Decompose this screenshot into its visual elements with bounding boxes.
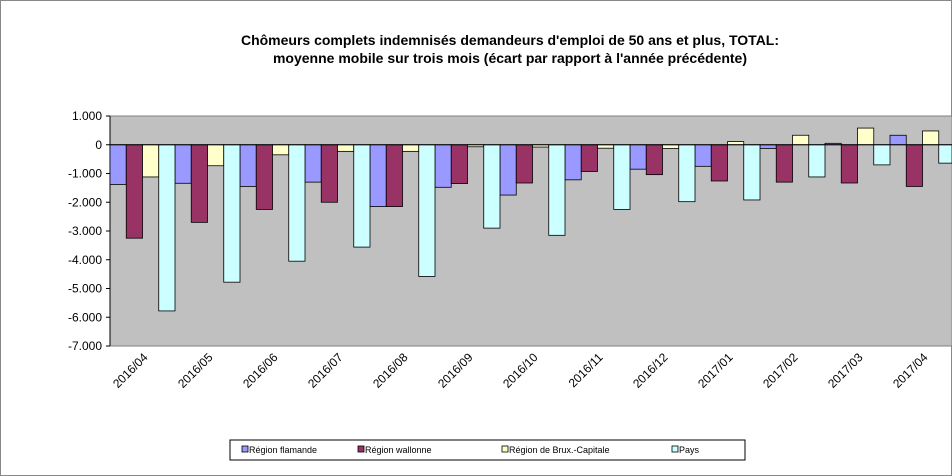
legend-swatch bbox=[241, 445, 249, 453]
y-tick-label: -4.000 bbox=[68, 253, 102, 267]
y-tick-label: 0 bbox=[95, 138, 102, 152]
y-tick-label: 1.000 bbox=[72, 109, 102, 123]
bar bbox=[564, 144, 582, 181]
bar bbox=[840, 144, 858, 184]
bar bbox=[418, 144, 436, 277]
bar bbox=[710, 144, 728, 182]
bar bbox=[857, 127, 875, 146]
legend-label: Pays bbox=[679, 445, 700, 455]
legend-swatch bbox=[357, 445, 365, 453]
bar bbox=[223, 144, 241, 283]
bar bbox=[792, 134, 810, 146]
legend-swatch bbox=[671, 445, 679, 453]
bar bbox=[580, 144, 598, 172]
bar bbox=[694, 144, 712, 167]
y-tick-label: -7.000 bbox=[68, 339, 102, 353]
legend-label: Région de Brux.-Capitale bbox=[509, 445, 610, 455]
bar bbox=[889, 134, 907, 146]
bar bbox=[678, 144, 696, 203]
bar bbox=[938, 144, 952, 164]
bar bbox=[450, 144, 468, 184]
bar bbox=[499, 144, 517, 196]
bar bbox=[808, 144, 826, 178]
bar bbox=[239, 144, 257, 187]
chart-subtitle: moyenne mobile sur trois mois (écart par… bbox=[273, 50, 747, 66]
bar bbox=[142, 144, 160, 178]
bar bbox=[402, 144, 420, 152]
bar bbox=[272, 144, 290, 156]
bar bbox=[434, 144, 452, 188]
bar bbox=[597, 144, 615, 149]
chart-title: Chômeurs complets indemnisés demandeurs … bbox=[241, 32, 779, 48]
bar bbox=[207, 144, 225, 167]
bar bbox=[109, 144, 127, 185]
y-tick-label: -6.000 bbox=[68, 310, 102, 324]
legend-label: Région wallonne bbox=[365, 445, 432, 455]
bar bbox=[353, 144, 371, 248]
bar bbox=[190, 144, 208, 223]
bar bbox=[385, 144, 403, 207]
bar bbox=[905, 144, 923, 187]
legend-swatch bbox=[501, 445, 509, 453]
bar bbox=[255, 144, 273, 210]
bar bbox=[759, 144, 777, 149]
bar bbox=[515, 144, 533, 184]
y-tick-label: -3.000 bbox=[68, 224, 102, 238]
bar bbox=[548, 144, 566, 236]
bar bbox=[629, 144, 647, 170]
legend-label: Région flamande bbox=[249, 445, 317, 455]
bar bbox=[369, 144, 387, 207]
bar bbox=[922, 130, 940, 146]
bar bbox=[645, 144, 663, 176]
bar bbox=[873, 144, 891, 166]
bar bbox=[743, 144, 761, 201]
bar bbox=[775, 144, 793, 183]
bar bbox=[158, 144, 176, 312]
bar bbox=[337, 144, 355, 152]
bar bbox=[483, 144, 501, 229]
y-tick-label: -1.000 bbox=[68, 167, 102, 181]
legend bbox=[229, 439, 746, 461]
bar bbox=[125, 144, 143, 239]
y-tick-label: -2.000 bbox=[68, 195, 102, 209]
bar bbox=[174, 144, 192, 184]
y-tick-label: -5.000 bbox=[68, 282, 102, 296]
bar bbox=[613, 144, 631, 210]
bar bbox=[320, 144, 338, 203]
bar bbox=[662, 144, 680, 149]
bar bbox=[304, 144, 322, 183]
bar bbox=[288, 144, 306, 262]
